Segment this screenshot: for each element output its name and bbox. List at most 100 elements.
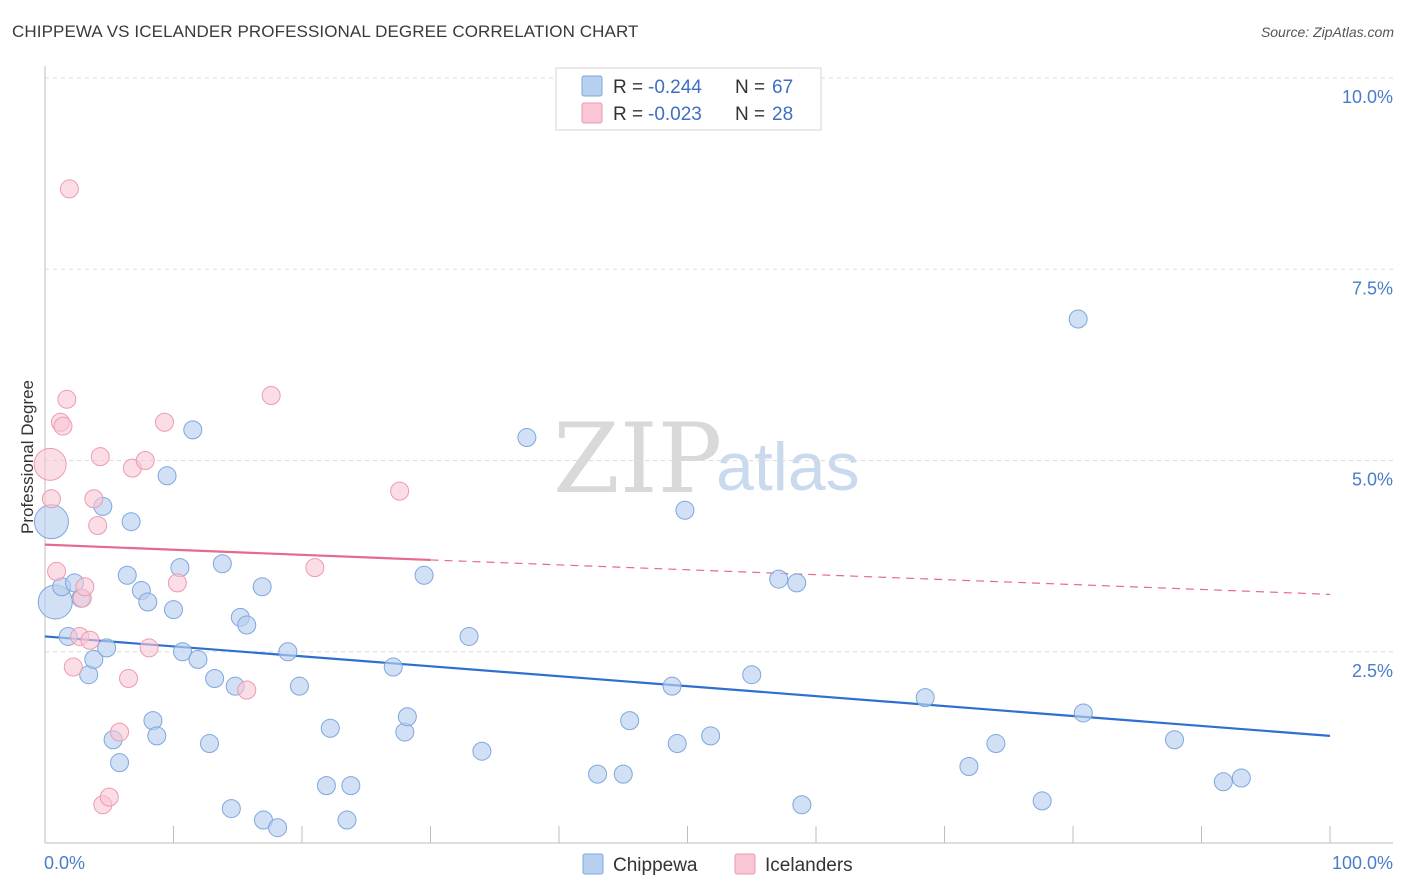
y-tick-label: 10.0%: [1342, 87, 1393, 107]
chippewa-point: [212, 554, 232, 574]
chippewa-point: [252, 577, 272, 597]
icelander-point: [90, 447, 110, 467]
icelander-trend-line-extension: [430, 559, 1331, 595]
legend-r-value-chippewa: -0.244: [648, 77, 702, 98]
icelander-points: [33, 179, 410, 815]
chippewa-point: [397, 707, 417, 727]
x-tick-labels: 0.0% 100.0%: [44, 853, 1393, 873]
chippewa-point: [188, 649, 208, 669]
legend-r-label-chippewa: R =: [613, 77, 643, 98]
icelander-point: [305, 558, 325, 578]
icelander-point: [261, 385, 281, 405]
trend-lines: [44, 543, 1331, 737]
icelander-point: [110, 722, 130, 742]
chippewa-point: [959, 757, 979, 776]
chippewa-point: [613, 764, 633, 784]
chippewa-point: [620, 711, 640, 731]
x-tick-label-max: 100.0%: [1332, 853, 1393, 873]
chippewa-point: [667, 734, 687, 754]
icelander-point: [57, 389, 77, 409]
icelander-point: [88, 516, 108, 536]
chippewa-point: [588, 764, 608, 784]
chippewa-point: [147, 726, 167, 746]
chippewa-point: [164, 600, 183, 620]
chippewa-point: [138, 592, 158, 612]
icelander-point: [75, 577, 95, 597]
chippewa-trend-line: [44, 635, 1331, 737]
correlation-legend: R = -0.244 N = 67 R = -0.023 N = 28: [555, 67, 822, 131]
bottom-legend-swatch-chippewa: [582, 853, 604, 875]
icelander-point: [84, 489, 104, 509]
legend-n-label-chippewa: N =: [735, 77, 765, 98]
chippewa-point: [787, 573, 807, 593]
icelander-point: [390, 481, 410, 501]
icelander-point: [33, 447, 67, 481]
icelander-point: [41, 489, 61, 509]
chart-title: CHIPPEWA VS ICELANDER PROFESSIONAL DEGRE…: [12, 22, 639, 41]
source-attribution: Source: ZipAtlas.com: [1260, 24, 1394, 40]
chippewa-point: [199, 734, 219, 754]
icelander-point: [119, 669, 139, 689]
icelander-point: [80, 630, 100, 650]
legend-r-label-icelanders: R =: [613, 104, 643, 125]
chippewa-point: [278, 642, 298, 662]
legend-swatch-icelanders: [581, 102, 603, 124]
icelander-point: [63, 657, 83, 677]
y-axis-title: Professional Degree: [18, 380, 37, 534]
chippewa-point: [205, 669, 225, 689]
bottom-legend-swatch-icelanders: [734, 853, 756, 875]
chippewa-point: [337, 810, 357, 830]
chippewa-point: [97, 638, 117, 658]
icelander-point: [53, 416, 73, 436]
chippewa-point: [662, 676, 682, 696]
chippewa-point: [121, 512, 141, 532]
chippewa-point: [1231, 768, 1251, 788]
chippewa-point: [414, 565, 434, 585]
chippewa-point: [459, 626, 479, 646]
chippewa-point: [320, 718, 340, 738]
chippewa-point: [237, 615, 257, 635]
chippewa-point: [289, 676, 309, 696]
chippewa-point: [117, 565, 137, 585]
icelander-point: [139, 638, 159, 658]
chippewa-point: [701, 726, 721, 746]
icelander-point: [155, 412, 175, 432]
icelander-point: [167, 573, 187, 593]
series-legend: Chippewa Icelanders: [582, 853, 853, 876]
chippewa-point: [183, 420, 203, 440]
icelander-point: [99, 787, 119, 807]
grid-lines: [45, 77, 1393, 653]
chippewa-points: [33, 309, 1251, 838]
chippewa-point: [110, 753, 130, 773]
legend-n-value-icelanders: 28: [772, 104, 793, 125]
chippewa-point: [986, 734, 1006, 754]
chippewa-point: [383, 657, 403, 677]
chippewa-point: [316, 776, 336, 796]
icelander-point: [59, 179, 79, 199]
chippewa-point: [675, 500, 695, 520]
icelander-trend-line: [44, 543, 431, 562]
x-tick-label-min: 0.0%: [44, 853, 85, 873]
chippewa-point: [1073, 703, 1093, 723]
watermark-atlas: atlas: [716, 429, 860, 505]
chippewa-point: [84, 649, 104, 669]
legend-n-value-chippewa: 67: [772, 77, 793, 98]
chippewa-point: [157, 466, 177, 486]
chippewa-point: [1068, 309, 1088, 329]
y-tick-label: 2.5%: [1352, 661, 1393, 681]
chippewa-point: [1032, 791, 1052, 811]
chippewa-point: [268, 818, 288, 838]
legend-n-label-icelanders: N =: [735, 104, 765, 125]
chippewa-point: [472, 741, 492, 761]
legend-r-value-icelanders: -0.023: [648, 104, 702, 125]
chippewa-point: [517, 428, 537, 448]
y-tick-label: 7.5%: [1352, 278, 1393, 298]
bottom-legend-icelanders: Icelanders: [765, 855, 853, 876]
icelander-point: [237, 680, 257, 700]
y-tick-labels: 2.5% 5.0% 7.5% 10.0%: [1342, 87, 1393, 681]
chippewa-point: [915, 688, 935, 708]
chippewa-point: [1213, 772, 1233, 792]
y-tick-label: 5.0%: [1352, 470, 1393, 490]
chippewa-point: [742, 665, 762, 685]
